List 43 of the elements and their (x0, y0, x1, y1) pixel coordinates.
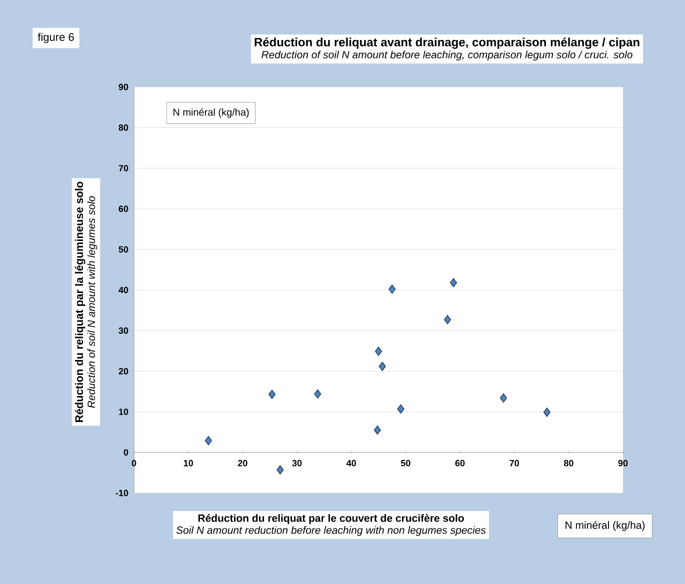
y-tick-label: 70 (118, 165, 128, 172)
x-axis-title: Réduction du reliquat par le couvert de crucifère solo (198, 514, 464, 524)
point (543, 408, 550, 417)
annotation: N minéral (kg/ha) (173, 108, 249, 118)
y-tick-label: 90 (118, 84, 128, 90)
point (374, 425, 381, 435)
x-tick-label: 40 (346, 460, 356, 466)
x-tick-label: 0 (132, 460, 136, 466)
y-tick-label: 40 (118, 286, 128, 294)
x-tick-label: 10 (184, 460, 193, 466)
y-tick-label: 30 (118, 327, 128, 334)
x-tick-label: 60 (455, 460, 465, 466)
x-tick-label: 20 (238, 460, 248, 466)
point (204, 436, 212, 446)
x-tick-label: 50 (400, 460, 410, 466)
x-tick-label: 30 (292, 460, 302, 466)
x-tick-label: 80 (564, 460, 574, 466)
caption: figure 6 (38, 32, 74, 44)
chart-subtitle: Reduction of soil N amount before leaching, comparison legum solo / cruci. solo (262, 50, 632, 60)
x-tick-label: 70 (510, 460, 519, 466)
point (378, 362, 386, 371)
y-tick-label: 80 (118, 124, 128, 131)
x-tick-label: 90 (618, 460, 628, 466)
y-axis-title: Réduction du reliquat par la légumineuse solo (74, 182, 86, 422)
y-tick-label: 60 (118, 206, 128, 212)
point (268, 390, 276, 399)
chart-title: Réduction du reliquat avant drainage, comparaison mélange / cipan (254, 38, 640, 49)
text: N minéral (kg/ha) (566, 521, 645, 531)
point (276, 465, 284, 474)
point (388, 284, 396, 294)
point (450, 278, 458, 288)
point (397, 404, 404, 414)
y-tick-label: 20 (118, 368, 128, 374)
y-tick-label: -10 (116, 490, 128, 496)
y-tick-label: 10 (119, 408, 128, 415)
point (500, 393, 508, 403)
y-tick-label: 50 (118, 246, 128, 253)
y-tick-label: 0 (124, 449, 128, 456)
point (374, 346, 382, 356)
text: Reduction of soil N amount with legumes solo (87, 196, 98, 408)
text: Soil N amount reduction before leaching with non legumes species (176, 526, 486, 536)
point (444, 315, 452, 324)
point (314, 389, 322, 399)
